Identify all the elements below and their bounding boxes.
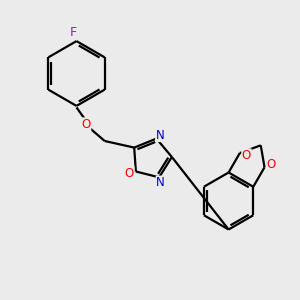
Text: N: N (156, 176, 165, 189)
Text: O: O (266, 158, 276, 171)
Text: O: O (82, 118, 91, 131)
Text: F: F (69, 26, 76, 39)
Text: N: N (156, 128, 164, 142)
Text: O: O (124, 167, 134, 179)
Text: O: O (242, 149, 251, 162)
